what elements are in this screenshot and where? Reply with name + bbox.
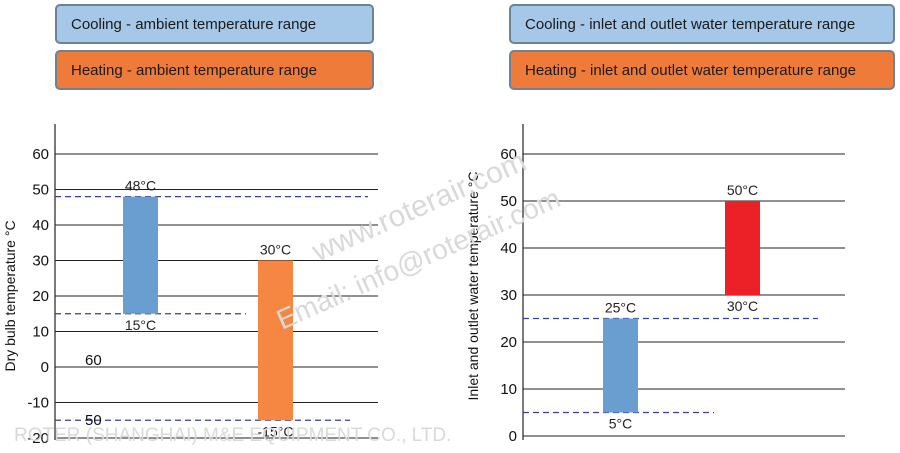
range-bar-cooling xyxy=(603,318,638,413)
watermark-company: ROTER (SHANGHAI) M&E EQUIPMENT CO., LTD. xyxy=(14,425,451,446)
range-bar-heating xyxy=(258,260,293,421)
y-axis-label: Dry bulb temperature °C xyxy=(2,220,18,371)
y-tick-label: 60 xyxy=(32,146,49,163)
legend-cooling-water: Cooling - inlet and outlet water tempera… xyxy=(509,4,895,44)
range-bar-heating xyxy=(725,201,760,295)
bar-low-label: -15°C xyxy=(258,423,294,439)
chart-water-temperature: 60 50 40 30 20 10 0 Inlet and outlet water temp… xyxy=(465,124,845,445)
annotation-label: 60 xyxy=(85,352,102,369)
y-tick-label: 60 xyxy=(500,146,517,163)
y-tick-label: 40 xyxy=(32,217,49,234)
y-tick-label: -20 xyxy=(27,430,49,447)
range-bar-cooling xyxy=(123,196,158,314)
legend-heating-water: Heating - inlet and outlet water tempera… xyxy=(509,50,895,90)
annotation-label: 50 xyxy=(85,412,102,429)
y-tick-label: 10 xyxy=(32,324,49,341)
bar-high-label: 48°C xyxy=(125,178,156,194)
y-tick-label: -10 xyxy=(27,395,49,412)
bar-high-label: 25°C xyxy=(605,300,636,316)
y-tick-label: 50 xyxy=(500,193,517,210)
y-tick-label: 40 xyxy=(500,240,517,257)
y-tick-label: 20 xyxy=(500,334,517,351)
bar-low-label: 15°C xyxy=(125,317,156,333)
y-tick-label: 50 xyxy=(32,182,49,199)
y-tick-label: 0 xyxy=(509,428,517,445)
y-tick-label: 10 xyxy=(500,381,517,398)
y-tick-label: 20 xyxy=(32,288,49,305)
bar-low-label: 30°C xyxy=(727,298,758,314)
y-tick-label: 30 xyxy=(32,253,49,270)
bar-low-label: 5°C xyxy=(609,416,633,432)
bar-high-label: 30°C xyxy=(260,242,291,258)
y-axis-label: Inlet and outlet water temperature °C xyxy=(465,172,481,401)
y-tick-label: 0 xyxy=(41,359,49,376)
bar-high-label: 50°C xyxy=(727,182,758,198)
legend-heating-ambient: Heating - ambient temperature range xyxy=(55,50,374,90)
legend-cooling-ambient: Cooling - ambient temperature range xyxy=(55,4,374,44)
y-tick-label: 30 xyxy=(500,287,517,304)
chart-ambient-temperature: 60 50 40 30 20 10 0 -10 -20 Dry bulb temperature … xyxy=(2,124,378,447)
